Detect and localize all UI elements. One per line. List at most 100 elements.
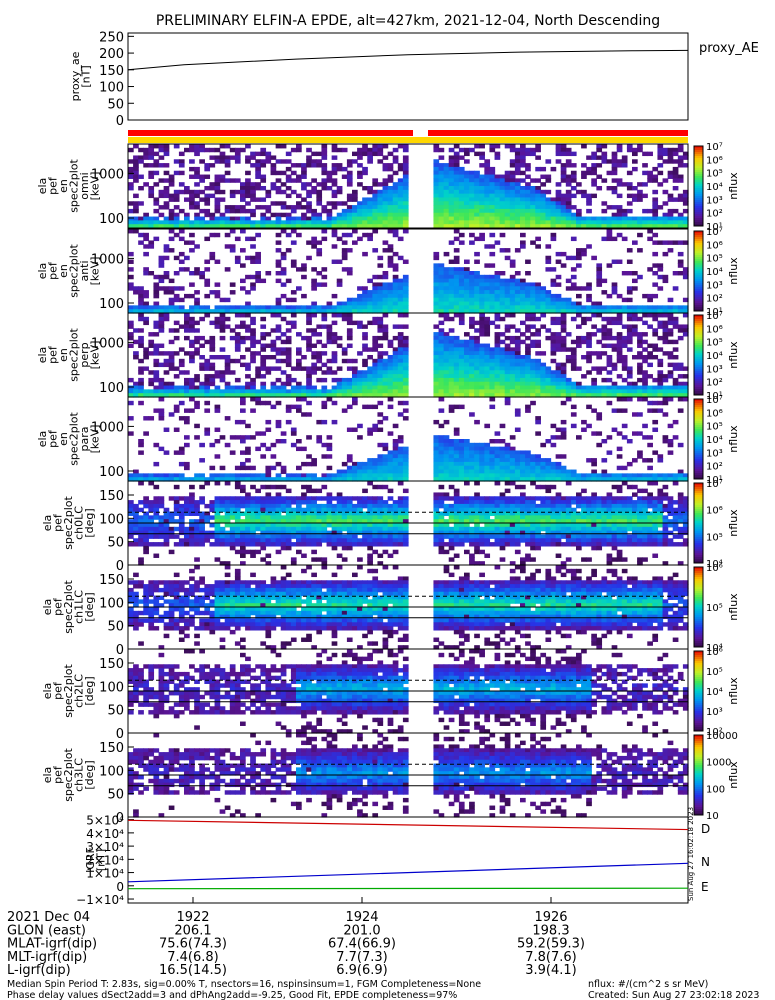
spectrogram-cell <box>453 224 460 229</box>
spectrogram-cell <box>596 144 603 149</box>
spectrogram-cell <box>591 305 597 310</box>
spectrogram-cell <box>357 224 363 229</box>
spectrogram-cell <box>240 534 246 539</box>
spectrogram-cell <box>433 282 440 287</box>
spectrogram-cell <box>199 355 205 360</box>
spectrogram-cell <box>382 309 389 314</box>
spectrogram-cell <box>611 178 618 183</box>
spectrogram-cell <box>311 178 317 183</box>
spectrogram-cell <box>616 473 623 478</box>
spectrogram-cell <box>255 170 261 176</box>
spectrogram-cell <box>520 381 526 387</box>
spectrogram-cell <box>677 397 684 402</box>
spectrogram-cell <box>285 220 292 225</box>
colorbar-tick-label: 10⁶ <box>706 324 723 335</box>
spectrogram-cell <box>214 507 221 513</box>
spectrogram-cell <box>290 305 297 310</box>
spectrogram-cell <box>178 229 185 234</box>
spectrogram-cell <box>545 220 552 225</box>
spectrogram-cell <box>402 189 409 195</box>
spectrogram-cell <box>331 339 338 345</box>
spectrogram-cell <box>270 186 277 191</box>
spectrogram-cell <box>189 174 195 179</box>
spectrogram-cell <box>499 393 506 398</box>
spectrogram-cell <box>316 309 323 314</box>
spectrogram-cell <box>392 465 399 471</box>
spectrogram-cell <box>596 431 603 436</box>
spectrogram-cell <box>438 347 445 352</box>
spectrogram-cell <box>438 358 445 364</box>
spectrogram-cell <box>464 147 470 153</box>
spectrogram-cell <box>402 170 409 176</box>
spectrogram-cell <box>647 477 653 482</box>
spectrogram-cell <box>530 297 536 303</box>
spectrogram-cell <box>469 208 475 214</box>
spectrogram-cell <box>601 290 608 295</box>
spectrogram-cell <box>682 381 689 387</box>
spectrogram-cell <box>194 189 200 195</box>
spectrogram-cell <box>240 523 246 528</box>
spectrogram-cell <box>479 155 485 160</box>
spectrogram-cell <box>199 335 205 341</box>
spectrogram-cell <box>184 335 190 341</box>
spectrogram-cell <box>204 362 211 368</box>
spectrogram-cell <box>642 355 648 360</box>
spectrogram-cell <box>336 477 343 482</box>
spectrogram-cell <box>148 339 155 345</box>
spectrogram-cell <box>474 446 480 452</box>
spectrogram-cell <box>245 465 251 471</box>
spectrogram-cell <box>209 362 216 368</box>
spectrogram-cell <box>143 163 149 168</box>
spectrogram-cell <box>514 335 521 341</box>
spectrogram-cell <box>346 427 353 432</box>
spectrogram-cell <box>586 343 592 348</box>
spectrogram-cell <box>555 343 562 348</box>
spectrogram-cell <box>214 519 221 524</box>
spectrogram-cell <box>214 408 221 413</box>
spectrogram-cell <box>189 328 195 333</box>
spectrogram-cell <box>316 332 323 337</box>
spectrogram-cell <box>229 208 236 214</box>
spectrogram-cell <box>148 393 155 398</box>
spectrogram-cell <box>168 301 175 306</box>
spectrogram-cell <box>621 377 628 383</box>
spectrogram-cell <box>316 182 323 187</box>
spectrogram-cell <box>392 282 399 287</box>
spectrogram-cell <box>209 251 216 257</box>
spectrogram-cell <box>484 274 491 280</box>
spectrogram-cell <box>458 355 465 360</box>
spectrogram-cell <box>443 477 450 482</box>
spectrogram-cell <box>275 377 282 383</box>
spectrogram-cell <box>270 515 277 520</box>
spectrogram-cell <box>540 220 547 225</box>
spectrogram-cell <box>173 320 180 326</box>
spectrogram-cell <box>433 170 440 176</box>
spectrogram-cell <box>525 343 531 348</box>
spectrogram-cell <box>209 473 216 478</box>
spectrogram-cell <box>331 477 338 482</box>
spectrogram-cell <box>606 385 613 390</box>
spectrogram-cell <box>504 328 511 333</box>
spectrogram-cell <box>626 224 633 229</box>
spectrogram-cell <box>530 216 536 221</box>
spectrogram-cell <box>474 450 480 455</box>
spectrogram-cell <box>458 458 465 463</box>
spectrogram-cell <box>626 381 633 387</box>
spectrogram-cell <box>397 377 404 383</box>
spectrogram-cell <box>474 297 480 303</box>
spectrogram-cell <box>540 297 547 303</box>
spectrogram-cell <box>250 343 256 348</box>
spectrogram-cell <box>173 393 180 398</box>
spectrogram-cell <box>433 212 440 218</box>
spectrogram-cell <box>392 446 399 452</box>
spectrogram-cell <box>535 205 541 210</box>
spectrogram-cell <box>443 343 450 348</box>
spectrogram-cell <box>458 343 465 348</box>
spectrogram-cell <box>214 305 221 310</box>
spectrogram-cell <box>260 151 267 157</box>
spectrogram-cell <box>464 446 470 452</box>
spectrogram-cell <box>184 385 190 390</box>
spectrogram-cell <box>647 324 653 329</box>
spectrogram-cell <box>570 316 577 322</box>
